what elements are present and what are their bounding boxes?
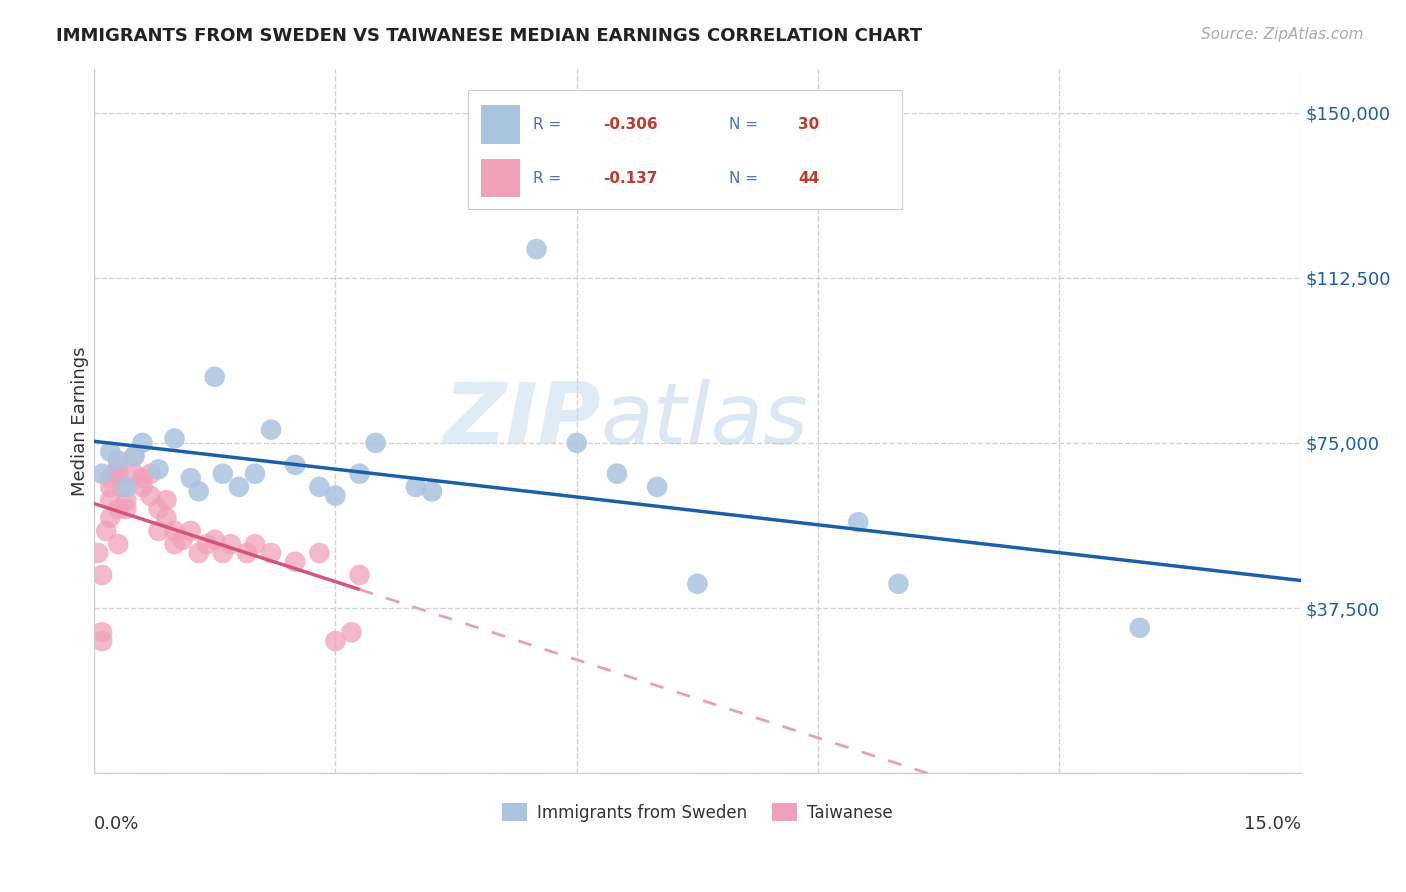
- Point: [131, 435, 153, 450]
- Point: [284, 555, 307, 569]
- Point: [148, 502, 170, 516]
- Point: [107, 458, 129, 472]
- Point: [887, 576, 910, 591]
- Point: [340, 625, 363, 640]
- Point: [187, 546, 209, 560]
- Text: ZIP: ZIP: [443, 379, 600, 462]
- Point: [107, 467, 129, 481]
- Point: [526, 242, 548, 256]
- Point: [325, 634, 347, 648]
- Point: [243, 537, 266, 551]
- Point: [163, 432, 186, 446]
- Point: [187, 484, 209, 499]
- Point: [91, 634, 114, 648]
- Point: [163, 537, 186, 551]
- Point: [131, 480, 153, 494]
- Point: [98, 444, 121, 458]
- Point: [131, 471, 153, 485]
- Point: [103, 467, 125, 481]
- Point: [91, 467, 114, 481]
- Point: [155, 510, 177, 524]
- Point: [139, 467, 162, 481]
- Point: [87, 546, 110, 560]
- Point: [115, 493, 138, 508]
- Point: [107, 453, 129, 467]
- Point: [195, 537, 218, 551]
- Point: [124, 449, 146, 463]
- Point: [308, 546, 330, 560]
- Point: [686, 576, 709, 591]
- Point: [243, 467, 266, 481]
- Point: [308, 480, 330, 494]
- Text: IMMIGRANTS FROM SWEDEN VS TAIWANESE MEDIAN EARNINGS CORRELATION CHART: IMMIGRANTS FROM SWEDEN VS TAIWANESE MEDI…: [56, 27, 922, 45]
- Point: [405, 480, 427, 494]
- Point: [236, 546, 259, 560]
- Point: [204, 369, 226, 384]
- Point: [645, 480, 668, 494]
- Point: [606, 467, 628, 481]
- Point: [420, 484, 443, 499]
- Point: [98, 480, 121, 494]
- Text: atlas: atlas: [600, 379, 808, 462]
- Text: 15.0%: 15.0%: [1244, 815, 1301, 833]
- Point: [98, 471, 121, 485]
- Point: [111, 480, 134, 494]
- Point: [325, 489, 347, 503]
- Legend: Immigrants from Sweden, Taiwanese: Immigrants from Sweden, Taiwanese: [495, 797, 900, 829]
- Point: [846, 515, 869, 529]
- Point: [148, 462, 170, 476]
- Point: [364, 435, 387, 450]
- Y-axis label: Median Earnings: Median Earnings: [72, 346, 89, 496]
- Point: [98, 493, 121, 508]
- Point: [228, 480, 250, 494]
- Point: [91, 568, 114, 582]
- Point: [219, 537, 242, 551]
- Point: [139, 489, 162, 503]
- Point: [349, 467, 371, 481]
- Point: [124, 467, 146, 481]
- Point: [115, 480, 138, 494]
- Text: 0.0%: 0.0%: [94, 815, 139, 833]
- Point: [172, 533, 194, 547]
- Point: [155, 493, 177, 508]
- Point: [211, 467, 233, 481]
- Text: Source: ZipAtlas.com: Source: ZipAtlas.com: [1201, 27, 1364, 42]
- Point: [204, 533, 226, 547]
- Point: [284, 458, 307, 472]
- Point: [163, 524, 186, 538]
- Point: [180, 524, 202, 538]
- Point: [211, 546, 233, 560]
- Point: [148, 524, 170, 538]
- Point: [124, 449, 146, 463]
- Point: [96, 524, 118, 538]
- Point: [91, 625, 114, 640]
- Point: [98, 510, 121, 524]
- Point: [107, 502, 129, 516]
- Point: [349, 568, 371, 582]
- Point: [1129, 621, 1152, 635]
- Point: [115, 502, 138, 516]
- Point: [260, 423, 283, 437]
- Point: [260, 546, 283, 560]
- Point: [180, 471, 202, 485]
- Point: [565, 435, 588, 450]
- Point: [107, 537, 129, 551]
